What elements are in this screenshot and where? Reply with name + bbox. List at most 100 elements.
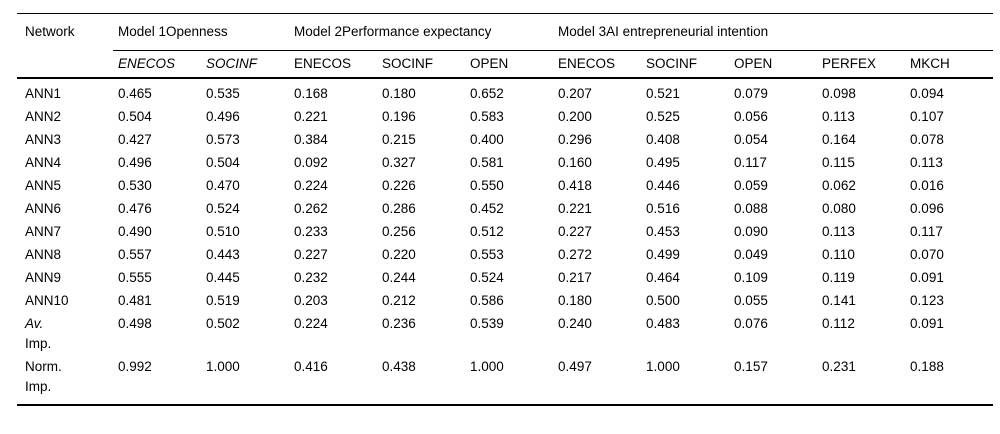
row-label-line1: ANN9 <box>25 270 62 285</box>
value-cell: 0.555 <box>118 270 152 285</box>
value-cell: 0.236 <box>382 316 416 331</box>
network-column-header: Network <box>17 13 113 79</box>
column-header-mkch-m3: MKCH <box>905 50 994 79</box>
column-header-enecos-m1: ENECOS <box>113 50 201 79</box>
value-cell: 0.227 <box>558 224 592 239</box>
value-cell: 0.408 <box>646 132 680 147</box>
value-cell: 0.586 <box>470 293 504 308</box>
value-cell: 0.221 <box>558 201 592 216</box>
value-cell: 0.200 <box>558 109 592 124</box>
row-label-line1: ANN1 <box>25 86 62 101</box>
value-cell: 0.521 <box>646 86 680 101</box>
column-header-enecos-m2: ENECOS <box>289 50 378 79</box>
value-cell: 0.240 <box>558 316 592 331</box>
table-header: Network Model 1Openness Model 2Performan… <box>17 13 994 79</box>
value-cell: 0.224 <box>294 178 328 193</box>
column-header-enecos-m3: ENECOS <box>553 50 642 79</box>
value-cell: 0.233 <box>294 224 328 239</box>
value-cell: 0.550 <box>470 178 504 193</box>
value-cell: 0.217 <box>558 270 592 285</box>
importance-table: Network Model 1Openness Model 2Performan… <box>17 13 994 406</box>
value-cell: 0.524 <box>206 201 240 216</box>
table-row: ANN8 0.557 0.443 0.227 0.220 0.553 0.272 0.499 0… <box>17 243 993 266</box>
value-cell: 0.088 <box>734 201 768 216</box>
value-cell: 0.212 <box>382 293 416 308</box>
row-label-line1: ANN6 <box>25 201 62 216</box>
value-cell: 0.117 <box>910 224 943 239</box>
table-row: ANN6 0.476 0.524 0.262 0.286 0.452 0.221 0.516 0… <box>17 197 993 220</box>
column-header-perfex-m3: PERFEX <box>817 50 906 79</box>
value-cell: 0.123 <box>910 293 944 308</box>
value-cell: 0.465 <box>118 86 152 101</box>
value-cell: 0.090 <box>734 224 768 239</box>
value-cell: 0.256 <box>382 224 416 239</box>
value-cell: 0.500 <box>646 293 680 308</box>
value-cell: 0.497 <box>558 359 592 374</box>
value-cell: 0.504 <box>206 155 240 170</box>
value-cell: 0.203 <box>294 293 328 308</box>
column-header-socinf-m2: SOCINF <box>377 50 466 79</box>
row-label-line1: ANN8 <box>25 247 62 262</box>
value-cell: 0.016 <box>910 178 944 193</box>
value-cell: 0.180 <box>382 86 416 101</box>
row-label-line2: Imp. <box>25 379 52 394</box>
value-cell: 0.062 <box>822 178 856 193</box>
value-cell: 0.207 <box>558 86 592 101</box>
row-label: ANN1 <box>17 78 113 105</box>
value-cell: 0.539 <box>470 316 504 331</box>
value-cell: 0.227 <box>294 247 328 262</box>
column-header-open-m3: OPEN <box>729 50 818 79</box>
value-cell: 0.470 <box>206 178 240 193</box>
value-cell: 0.992 <box>118 359 152 374</box>
value-cell: 0.499 <box>646 247 680 262</box>
value-cell: 0.055 <box>734 293 768 308</box>
value-cell: 0.231 <box>822 359 856 374</box>
value-cell: 0.427 <box>118 132 152 147</box>
row-label: ANN5 <box>17 174 113 197</box>
value-cell: 0.059 <box>734 178 768 193</box>
value-cell: 0.080 <box>822 201 856 216</box>
row-label: ANN2 <box>17 105 113 128</box>
value-cell: 0.094 <box>910 86 944 101</box>
value-cell: 0.244 <box>382 270 416 285</box>
value-cell: 0.525 <box>646 109 680 124</box>
value-cell: 0.581 <box>470 155 504 170</box>
value-cell: 0.384 <box>294 132 328 147</box>
value-cell: 0.483 <box>646 316 680 331</box>
table-row: ANN5 0.530 0.470 0.224 0.226 0.550 0.418 0.446 0… <box>17 174 993 197</box>
value-cell: 0.535 <box>206 86 240 101</box>
row-label: ANN7 <box>17 220 113 243</box>
row-label: ANN3 <box>17 128 113 151</box>
row-label: Av. Imp. <box>17 312 113 355</box>
value-cell: 0.160 <box>558 155 592 170</box>
value-cell: 0.056 <box>734 109 768 124</box>
table-row: ANN9 0.555 0.445 0.232 0.244 0.524 0.217 0.464 0… <box>17 266 993 289</box>
value-cell: 0.070 <box>910 247 944 262</box>
value-cell: 0.096 <box>910 201 944 216</box>
model1-group-header: Model 1Openness <box>113 13 290 51</box>
table-row: ANN1 0.465 0.535 0.168 0.180 0.652 0.207 0.521 0… <box>17 78 993 105</box>
column-header-socinf-m3: SOCINF <box>641 50 730 79</box>
value-cell: 0.524 <box>470 270 504 285</box>
row-label-line1: ANN4 <box>25 155 62 170</box>
value-cell: 0.476 <box>118 201 152 216</box>
value-cell: 0.220 <box>382 247 416 262</box>
row-label: ANN9 <box>17 266 113 289</box>
value-cell: 0.504 <box>118 109 152 124</box>
table-row: ANN4 0.496 0.504 0.092 0.327 0.581 0.160 0.495 0… <box>17 151 993 174</box>
value-cell: 0.196 <box>382 109 416 124</box>
row-label-line1: Norm. <box>25 359 62 374</box>
value-cell: 0.224 <box>294 316 328 331</box>
variable-header-row: ENECOS SOCINF ENECOS SOCINF OPEN ENECOS … <box>17 50 994 79</box>
value-cell: 0.109 <box>734 270 768 285</box>
column-header-open-m2: OPEN <box>465 50 554 79</box>
value-cell: 0.098 <box>822 86 856 101</box>
table-row: Av. Imp. 0.498 0.502 0.224 0.236 0.539 0.240 0.4… <box>17 312 993 355</box>
row-label-line1: ANN2 <box>25 109 62 124</box>
value-cell: 0.157 <box>734 359 768 374</box>
table-row: ANN10 0.481 0.519 0.203 0.212 0.586 0.180 0.500… <box>17 289 993 312</box>
value-cell: 0.557 <box>118 247 152 262</box>
table-row: Norm. Imp. 0.992 1.000 0.416 0.438 1.000 0.497 1… <box>17 355 993 405</box>
value-cell: 0.113 <box>910 155 943 170</box>
value-cell: 0.113 <box>822 224 855 239</box>
